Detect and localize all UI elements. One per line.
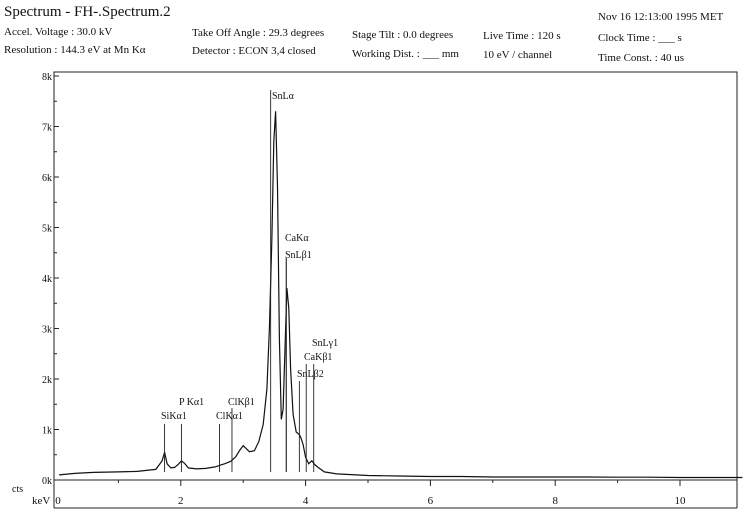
resolution: Resolution : 144.3 eV at Mn Kα [4, 44, 146, 56]
y-tick-label-0: 0k [42, 476, 52, 487]
peak-label-5: SnLβ2 [297, 369, 324, 380]
peak-label-3: SnLγ1 [312, 338, 338, 349]
peak-label-9: ClKα1 [216, 411, 243, 422]
y-tick-label-5: 5k [42, 224, 52, 235]
x-tick-label-0: 0 [55, 495, 61, 507]
x-axis-label: keV [32, 495, 50, 507]
clock-time: Clock Time : ___ s [598, 32, 682, 44]
acquisition-date: Nov 16 12:13:00 1995 MET [598, 11, 724, 23]
peak-label-4: CaKβ1 [304, 352, 332, 363]
peak-label-6: P Kα1 [179, 397, 204, 408]
peak-label-0: SnLα [272, 91, 295, 102]
y-axis-label: cts [12, 484, 23, 495]
y-tick-label-7: 7k [42, 123, 52, 134]
y-tick-label-8: 8k [42, 72, 52, 83]
stage-tilt: Stage Tilt : 0.0 degrees [352, 29, 454, 41]
live-time: Live Time : 120 s [483, 30, 561, 42]
spectrum-header: Spectrum - FH-.Spectrum.2 Nov 16 12:13:0… [0, 0, 750, 70]
accel-voltage: Accel. Voltage : 30.0 kV [4, 26, 113, 38]
working-distance: Working Dist. : ___ mm [352, 48, 459, 60]
spectrum-title: Spectrum - FH-.Spectrum.2 [4, 4, 171, 20]
x-tick-label-4: 8 [552, 495, 558, 507]
x-tick-label-5: 10 [675, 495, 687, 507]
spectrum-line [59, 111, 743, 479]
y-tick-label-4: 4k [42, 274, 52, 285]
take-off-angle: Take Off Angle : 29.3 degrees [192, 27, 325, 39]
y-tick-label-2: 2k [42, 375, 52, 386]
time-constant: Time Const. : 40 us [598, 52, 685, 64]
y-tick-label-3: 3k [42, 325, 52, 336]
y-tick-label-6: 6k [42, 173, 52, 184]
channel-width: 10 eV / channel [483, 49, 553, 61]
plot-frame [53, 71, 738, 481]
y-tick-label-1: 1k [42, 426, 52, 437]
detector: Detector : ECON 3,4 closed [192, 45, 316, 57]
x-tick-label-1: 2 [178, 495, 184, 507]
x-tick-label-2: 4 [303, 495, 309, 507]
peak-label-7: SiKα1 [161, 411, 187, 422]
peak-label-2: SnLβ1 [285, 250, 312, 261]
x-tick-label-3: 6 [428, 495, 434, 507]
peak-label-1: CaKα [285, 233, 309, 244]
peak-label-8: ClKβ1 [228, 397, 255, 408]
